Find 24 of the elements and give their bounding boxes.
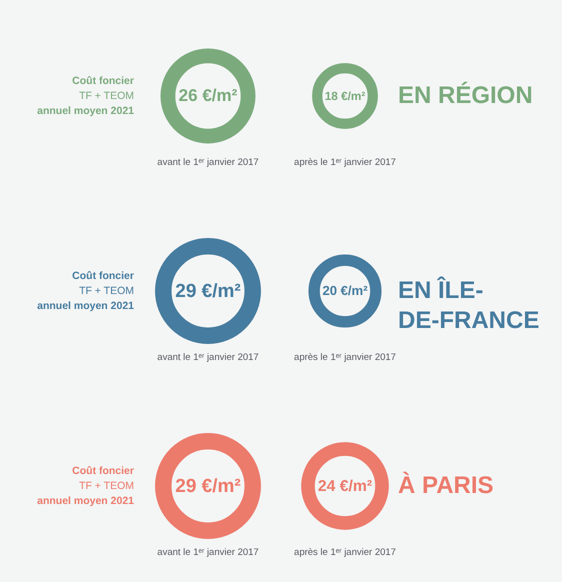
text: À PARIS	[398, 471, 494, 499]
category-label: après le 1ᵉʳ janvier 2017	[294, 352, 396, 363]
text: annuel moyen 2021	[37, 300, 134, 312]
category-label: après le 1ᵉʳ janvier 2017	[294, 157, 396, 168]
text: EN ÎLE-DE-FRANCE	[398, 276, 540, 334]
data-label: 29 €/m²	[175, 476, 241, 497]
data-label: 26 €/m²	[178, 86, 238, 105]
text: Coût foncier	[72, 270, 134, 282]
category-label: avant le 1ᵉʳ janvier 2017	[157, 352, 259, 363]
category-label: après le 1ᵉʳ janvier 2017	[294, 547, 396, 558]
category-label: avant le 1ᵉʳ janvier 2017	[157, 547, 259, 558]
text: TF + TEOM	[79, 285, 134, 297]
text: Coût foncier	[72, 465, 134, 477]
data-label: 18 €/m²	[324, 90, 366, 103]
text: TF + TEOM	[79, 480, 134, 492]
text: TF + TEOM	[79, 90, 134, 102]
text: Coût foncier	[72, 75, 134, 87]
text: annuel moyen 2021	[37, 495, 134, 507]
data-label: 29 €/m²	[175, 281, 241, 302]
data-label: 20 €/m²	[322, 283, 368, 298]
text: annuel moyen 2021	[37, 105, 134, 117]
category-label: avant le 1ᵉʳ janvier 2017	[157, 157, 259, 168]
text: EN RÉGION	[398, 81, 533, 109]
data-label: 24 €/m²	[318, 478, 372, 495]
